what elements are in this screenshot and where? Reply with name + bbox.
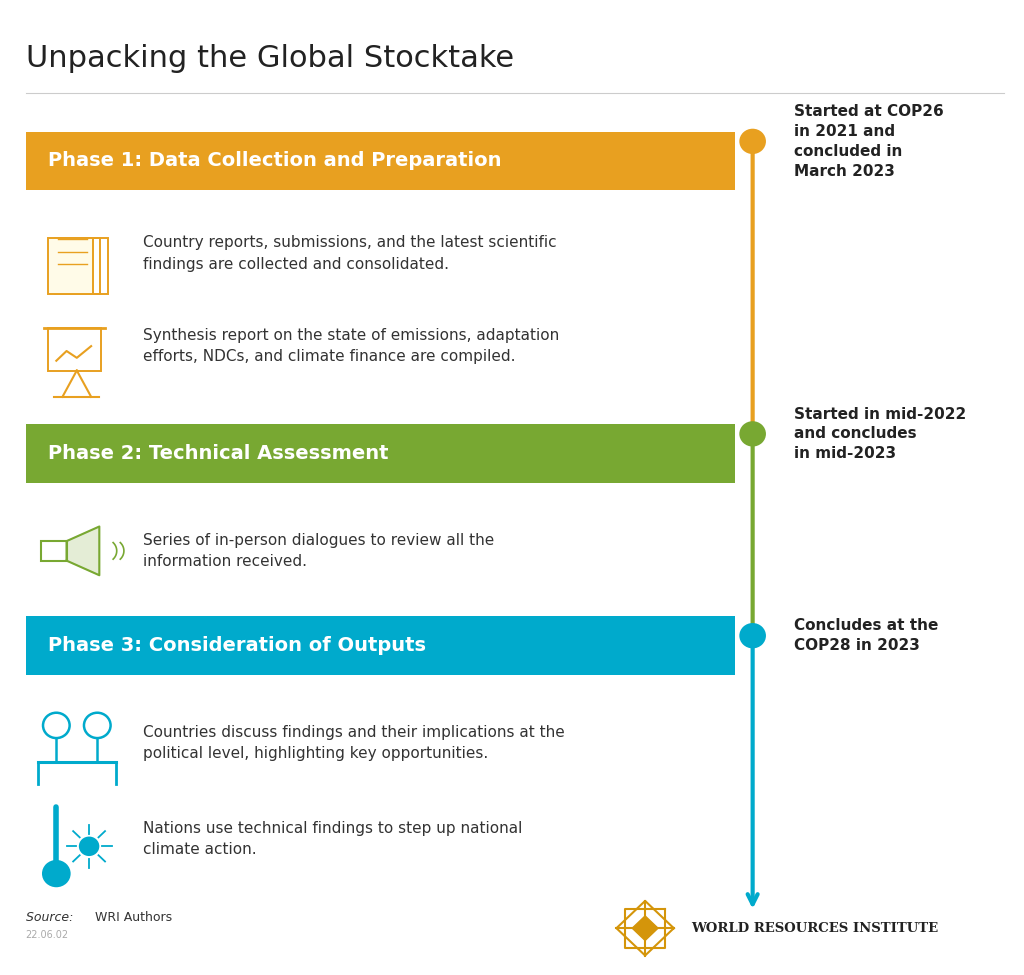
Circle shape <box>42 860 71 887</box>
Text: Nations use technical findings to step up national
climate action.: Nations use technical findings to step u… <box>143 821 522 856</box>
Text: Phase 3: Consideration of Outputs: Phase 3: Consideration of Outputs <box>48 636 426 655</box>
Text: Country reports, submissions, and the latest scientific
findings are collected a: Country reports, submissions, and the la… <box>143 236 557 271</box>
Text: Synthesis report on the state of emissions, adaptation
efforts, NDCs, and climat: Synthesis report on the state of emissio… <box>143 329 559 364</box>
Circle shape <box>79 837 99 856</box>
Polygon shape <box>632 916 658 941</box>
FancyBboxPatch shape <box>26 616 735 675</box>
FancyBboxPatch shape <box>26 132 735 190</box>
FancyBboxPatch shape <box>48 238 93 294</box>
Text: Countries discuss findings and their implications at the
political level, highli: Countries discuss findings and their imp… <box>143 725 565 760</box>
Circle shape <box>739 129 766 154</box>
Text: WRI Authors: WRI Authors <box>95 912 172 924</box>
Text: Unpacking the Global Stocktake: Unpacking the Global Stocktake <box>26 44 514 73</box>
Text: Started in mid-2022
and concludes
in mid-2023: Started in mid-2022 and concludes in mid… <box>794 407 966 461</box>
Text: Series of in-person dialogues to review all the
information received.: Series of in-person dialogues to review … <box>143 533 495 568</box>
Circle shape <box>739 623 766 648</box>
Text: Started at COP26
in 2021 and
concluded in
March 2023: Started at COP26 in 2021 and concluded i… <box>794 104 943 178</box>
Text: WORLD RESOURCES INSTITUTE: WORLD RESOURCES INSTITUTE <box>691 921 938 935</box>
Text: 22.06.02: 22.06.02 <box>26 930 69 940</box>
FancyBboxPatch shape <box>26 424 735 483</box>
Text: Concludes at the
COP28 in 2023: Concludes at the COP28 in 2023 <box>794 618 938 653</box>
Polygon shape <box>67 526 99 575</box>
Text: Phase 1: Data Collection and Preparation: Phase 1: Data Collection and Preparation <box>48 151 502 171</box>
Text: Phase 2: Technical Assessment: Phase 2: Technical Assessment <box>48 444 389 463</box>
Text: Source:: Source: <box>26 912 77 924</box>
Circle shape <box>739 421 766 447</box>
